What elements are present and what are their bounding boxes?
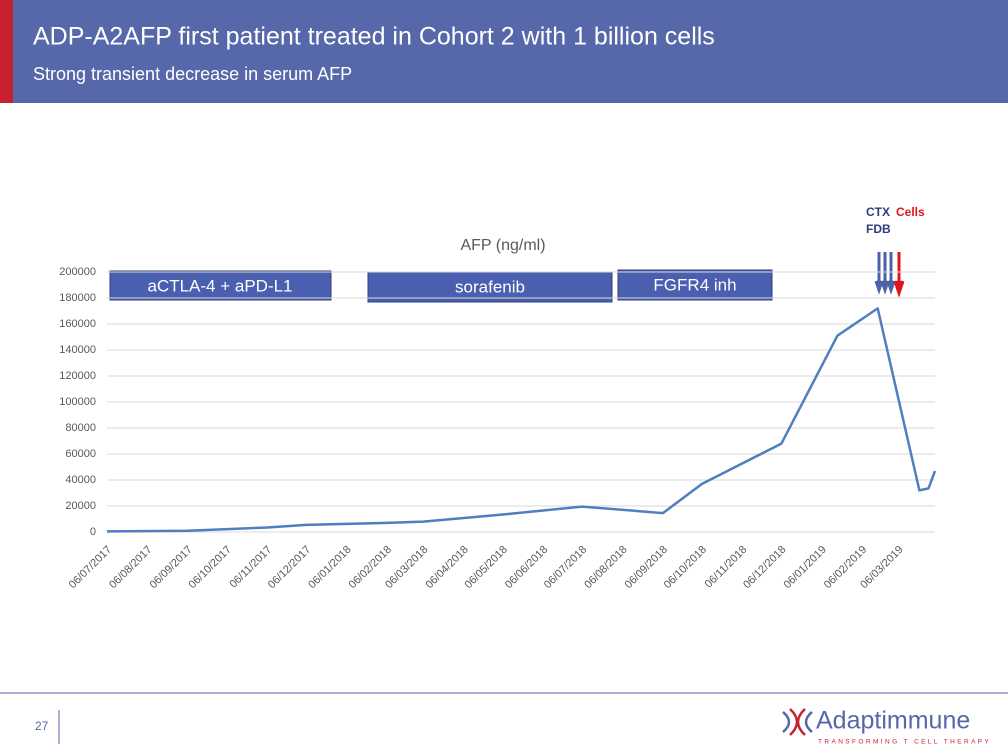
logo-tagline: TRANSFORMING T CELL THERAPY [818, 739, 991, 746]
slide-subtitle: Strong transient decrease in serum AFP [33, 64, 352, 84]
dosing-label: Cells [896, 205, 925, 219]
y-tick-label: 120000 [59, 370, 96, 382]
dosing-label: FDB [866, 222, 891, 236]
header-accent [0, 0, 13, 103]
y-tick-label: 180000 [59, 292, 96, 304]
treatment-label: sorafenib [455, 277, 525, 296]
arrow [874, 252, 884, 295]
y-tick-label: 0 [90, 526, 96, 538]
y-tick-label: 40000 [65, 474, 96, 486]
logo-mark [782, 708, 813, 736]
page-number: 27 [35, 719, 49, 733]
y-tick-label: 60000 [65, 448, 96, 460]
data-line [106, 307, 937, 533]
arrow [886, 252, 896, 295]
y-tick-label: 160000 [59, 318, 96, 330]
y-tick-label: 100000 [59, 396, 96, 408]
treatment-box [367, 271, 613, 303]
treatment-box [109, 270, 332, 301]
y-tick-label: 200000 [59, 266, 96, 278]
chart-title: AFP (ng/ml) [460, 237, 545, 254]
slide-title: ADP-A2AFP first patient treated in Cohor… [33, 23, 715, 51]
dosing-label: CTX [866, 205, 890, 219]
y-tick-label: 80000 [65, 422, 96, 434]
treatment-label: FGFR4 inh [653, 275, 736, 294]
treatment-boxes: aCTLA-4 + aPD-L1 sorafenib FGFR4 inh [109, 269, 773, 303]
y-tick-label: 140000 [59, 344, 96, 356]
arrow [880, 252, 890, 295]
treatment-box [617, 269, 773, 301]
header-band [0, 0, 1008, 103]
dosing-arrows [874, 252, 905, 298]
logo-text: Adaptimmune [816, 707, 970, 735]
y-tick-label: 20000 [65, 500, 96, 512]
arrow [893, 252, 905, 298]
treatment-label: aCTLA-4 + aPD-L1 [147, 276, 292, 295]
